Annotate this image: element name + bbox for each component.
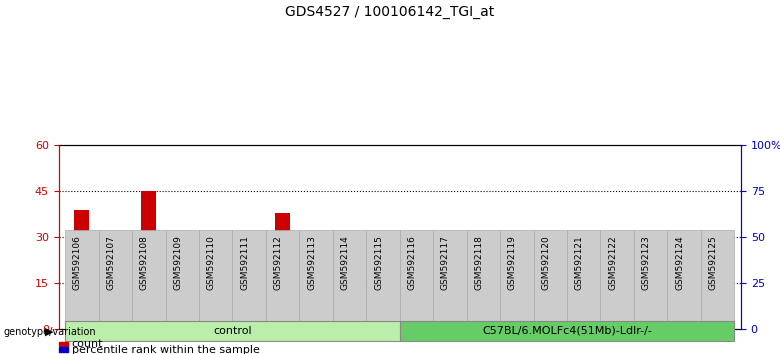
FancyBboxPatch shape	[165, 230, 199, 329]
Bar	[543, 246, 558, 329]
Bar	[409, 240, 424, 329]
FancyBboxPatch shape	[300, 230, 333, 329]
Bar	[610, 250, 625, 257]
FancyBboxPatch shape	[266, 230, 300, 329]
Bar	[74, 210, 90, 329]
Text: GSM592120: GSM592120	[541, 235, 551, 290]
Bar	[74, 240, 90, 248]
FancyBboxPatch shape	[634, 230, 668, 329]
Text: GSM592111: GSM592111	[240, 235, 249, 290]
Bar	[576, 250, 591, 257]
Text: GSM592116: GSM592116	[407, 235, 417, 290]
Text: GSM592109: GSM592109	[173, 235, 183, 290]
FancyBboxPatch shape	[232, 230, 266, 329]
Bar	[208, 268, 223, 329]
Bar	[576, 246, 591, 329]
FancyBboxPatch shape	[701, 230, 734, 329]
Bar	[208, 268, 223, 275]
FancyBboxPatch shape	[400, 230, 433, 329]
Bar	[242, 259, 257, 266]
Bar	[442, 231, 457, 329]
FancyBboxPatch shape	[400, 321, 734, 341]
Bar	[242, 259, 257, 329]
Text: GSM592107: GSM592107	[106, 235, 115, 290]
Bar	[309, 246, 324, 254]
Text: control: control	[213, 326, 252, 336]
Bar	[108, 256, 123, 263]
Bar	[375, 265, 391, 329]
Bar	[375, 265, 391, 273]
Text: GSM592113: GSM592113	[307, 235, 316, 290]
Text: GSM592119: GSM592119	[508, 235, 517, 290]
Bar	[710, 252, 725, 329]
Bar	[275, 213, 290, 329]
FancyBboxPatch shape	[98, 230, 132, 329]
Bar	[342, 256, 357, 263]
Text: C57BL/6.MOLFc4(51Mb)-Ldlr-/-: C57BL/6.MOLFc4(51Mb)-Ldlr-/-	[482, 326, 652, 336]
Text: GSM592108: GSM592108	[140, 235, 149, 290]
FancyBboxPatch shape	[534, 230, 567, 329]
Text: GSM592112: GSM592112	[274, 235, 282, 290]
Bar	[309, 243, 324, 329]
Bar	[175, 262, 190, 329]
Text: GSM592124: GSM592124	[675, 235, 684, 290]
FancyBboxPatch shape	[668, 230, 701, 329]
Text: GSM592117: GSM592117	[441, 235, 450, 290]
Bar	[676, 250, 692, 257]
Text: percentile rank within the sample: percentile rank within the sample	[72, 345, 260, 354]
Bar	[644, 256, 658, 263]
Bar	[409, 240, 424, 248]
FancyBboxPatch shape	[466, 230, 500, 329]
Text: GSM592115: GSM592115	[374, 235, 383, 290]
Bar	[509, 250, 524, 257]
FancyBboxPatch shape	[500, 230, 534, 329]
Bar	[509, 243, 524, 329]
Bar	[476, 256, 491, 329]
Text: count: count	[72, 339, 103, 349]
FancyBboxPatch shape	[367, 230, 400, 329]
Text: ▶: ▶	[44, 327, 53, 337]
Bar	[141, 191, 156, 329]
FancyBboxPatch shape	[199, 230, 232, 329]
Text: GSM592106: GSM592106	[73, 235, 82, 290]
Text: GDS4527 / 100106142_TGI_at: GDS4527 / 100106142_TGI_at	[285, 5, 495, 19]
FancyBboxPatch shape	[567, 230, 601, 329]
Bar	[342, 246, 357, 329]
Text: GSM592125: GSM592125	[708, 235, 718, 290]
FancyBboxPatch shape	[66, 321, 400, 341]
Bar	[476, 259, 491, 266]
Bar	[108, 252, 123, 329]
Bar	[543, 250, 558, 257]
Bar	[610, 246, 625, 329]
FancyBboxPatch shape	[66, 230, 98, 329]
FancyBboxPatch shape	[601, 230, 634, 329]
Text: GSM592114: GSM592114	[341, 235, 349, 290]
Bar	[141, 240, 156, 248]
FancyBboxPatch shape	[132, 230, 165, 329]
Bar	[710, 256, 725, 263]
Text: GSM592118: GSM592118	[474, 235, 484, 290]
FancyBboxPatch shape	[333, 230, 367, 329]
Bar	[676, 243, 692, 329]
FancyBboxPatch shape	[433, 230, 466, 329]
Text: GSM592121: GSM592121	[575, 235, 583, 290]
Bar	[644, 256, 658, 329]
Text: GSM592122: GSM592122	[608, 235, 617, 290]
Text: genotype/variation: genotype/variation	[4, 327, 97, 337]
Text: GSM592110: GSM592110	[207, 235, 216, 290]
Bar	[442, 246, 457, 254]
Bar	[275, 243, 290, 251]
Bar	[175, 262, 190, 269]
Text: GSM592123: GSM592123	[642, 235, 651, 290]
